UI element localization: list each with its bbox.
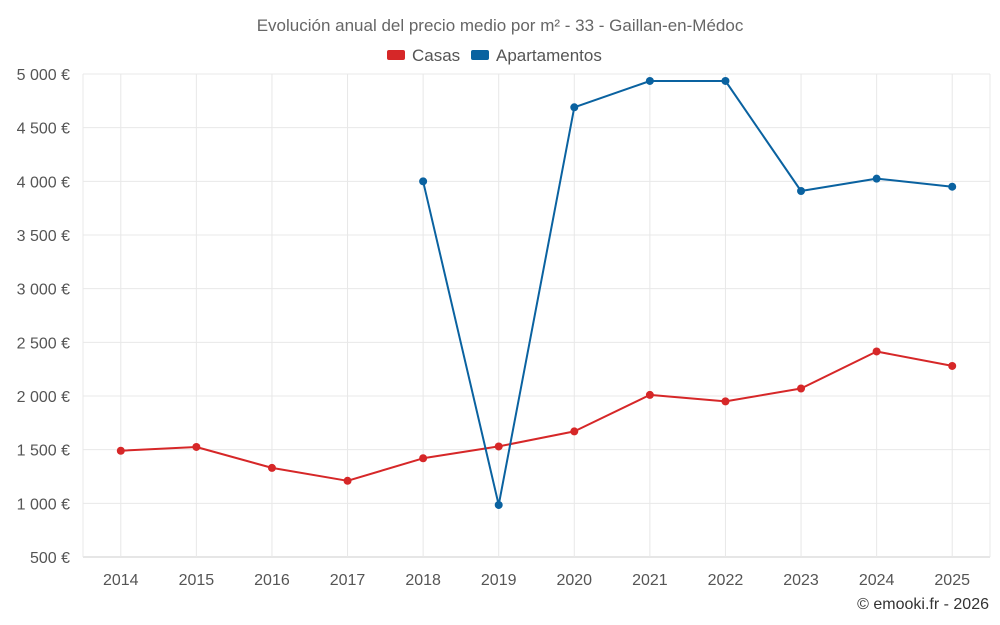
y-tick-label: 4 500 € [17,121,70,138]
data-point-apartamentos[interactable] [721,76,730,85]
y-tick-label: 2 000 € [17,389,70,406]
data-point-casas[interactable] [797,384,806,393]
y-tick-label: 1 500 € [17,443,70,460]
legend: Casas Apartamentos [387,46,602,65]
x-tick-label: 2019 [481,572,517,589]
x-tick-label: 2017 [330,572,366,589]
x-tick-label: 2023 [783,572,819,589]
x-tick-label: 2016 [254,572,290,589]
data-point-casas[interactable] [570,427,579,436]
y-tick-label: 5 000 € [17,67,70,84]
y-tick-label: 4 000 € [17,174,70,191]
data-point-casas[interactable] [948,361,957,370]
data-point-casas[interactable] [494,442,503,451]
y-tick-label: 3 500 € [17,228,70,245]
x-tick-label: 2024 [859,572,895,589]
y-tick-label: 3 000 € [17,282,70,299]
data-point-casas[interactable] [419,454,428,463]
copyright-footer: © emooki.fr - 2026 [857,596,989,613]
axes: 500 € 1 000 € 1 500 € 2 000 € 2 500 € 3 000 €… [17,67,970,589]
x-tick-label: 2021 [632,572,668,589]
series-casas [116,347,957,485]
data-point-casas[interactable] [721,397,730,406]
x-tick-label: 2018 [405,572,441,589]
y-tick-label: 500 € [30,550,70,567]
data-point-apartamentos[interactable] [797,186,806,195]
legend-item-apartamentos[interactable]: Apartamentos [471,46,602,65]
x-tick-label: 2022 [708,572,744,589]
legend-item-casas[interactable]: Casas [387,46,460,65]
data-point-casas[interactable] [192,442,201,451]
y-tick-label: 2 500 € [17,335,70,352]
series-line-apartamentos [422,80,953,506]
y-tick-label: 1 000 € [17,496,70,513]
data-point-apartamentos[interactable] [570,103,579,112]
series-line-casas [120,350,953,482]
legend-swatch-casas [387,50,405,60]
data-point-casas[interactable] [872,347,881,356]
legend-label-casas: Casas [412,46,460,65]
legend-swatch-apartamentos [471,50,489,60]
series-apartamentos [419,76,957,509]
x-tick-label: 2025 [934,572,970,589]
data-point-apartamentos[interactable] [645,76,654,85]
chart-title: Evolución anual del precio medio por m² … [257,16,744,35]
x-tick-label: 2015 [179,572,215,589]
data-point-casas[interactable] [267,463,276,472]
x-tick-label: 2014 [103,572,139,589]
data-point-casas[interactable] [343,476,352,485]
data-point-apartamentos[interactable] [948,182,957,191]
data-point-apartamentos[interactable] [419,177,428,186]
series [116,76,957,509]
data-point-casas[interactable] [645,390,654,399]
data-point-apartamentos[interactable] [872,174,881,183]
x-tick-label: 2020 [556,572,592,589]
data-point-casas[interactable] [116,446,125,455]
grid [82,73,991,558]
legend-label-apartamentos: Apartamentos [496,46,602,65]
data-point-apartamentos[interactable] [494,500,503,509]
